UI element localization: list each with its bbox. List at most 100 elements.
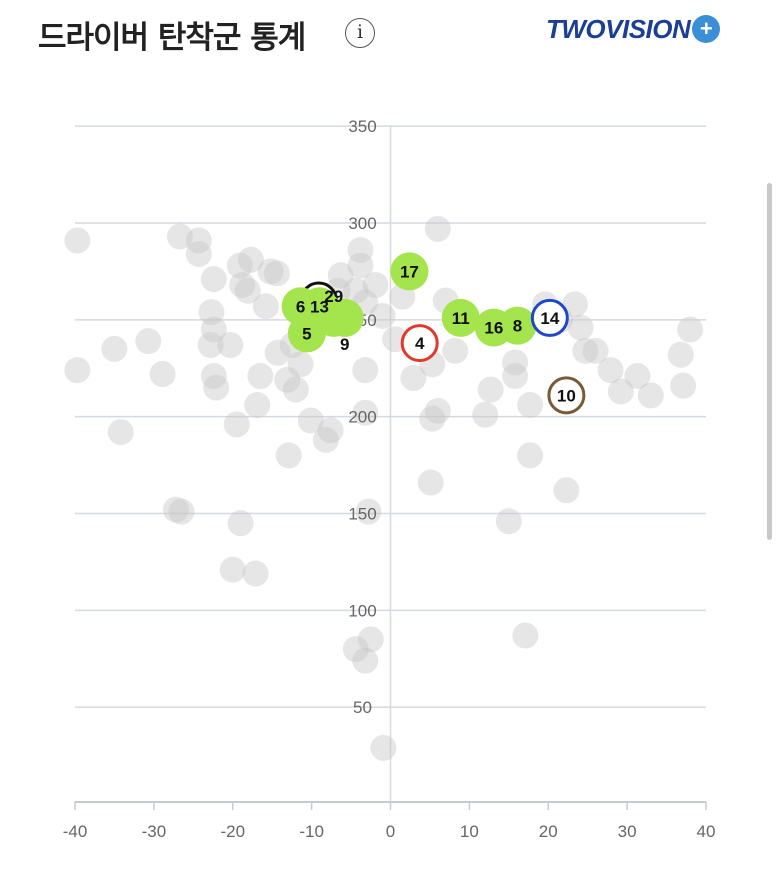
background-shot-point xyxy=(244,392,271,419)
background-shot-point xyxy=(229,271,256,298)
background-shot-point xyxy=(247,362,274,389)
background-shot-point xyxy=(477,376,504,403)
background-shot-point xyxy=(667,341,694,368)
shot-point-label: 4 xyxy=(415,334,425,353)
background-shot-point xyxy=(168,498,195,525)
background-shot-point xyxy=(495,508,522,535)
background-shot-point xyxy=(312,426,339,453)
background-shot-point xyxy=(223,411,250,438)
background-shot-point xyxy=(567,314,594,341)
background-shot-point xyxy=(347,252,374,279)
background-shot-point xyxy=(282,376,309,403)
logo-text: TWOVISION xyxy=(546,13,691,44)
background-shot-point xyxy=(263,260,290,287)
background-shot-point xyxy=(274,366,301,393)
background-shot-point xyxy=(553,477,580,504)
info-icon[interactable]: i xyxy=(345,18,375,48)
background-shot-point xyxy=(502,349,529,376)
shot-point-14 xyxy=(530,298,569,337)
background-shot-point xyxy=(352,647,379,674)
x-tick-label: 0 xyxy=(386,822,395,841)
background-shot-point xyxy=(424,215,451,242)
background-shot-point xyxy=(101,335,128,362)
background-shot-point xyxy=(185,227,212,254)
scrollbar[interactable] xyxy=(767,183,772,540)
background-shot-point xyxy=(352,357,379,384)
background-shot-point xyxy=(200,316,227,343)
background-shot-point xyxy=(517,392,544,419)
background-shot-point xyxy=(252,293,279,320)
background-shot-point xyxy=(582,337,609,364)
x-tick-label: -40 xyxy=(63,822,88,841)
background-shot-point xyxy=(352,399,379,426)
background-shot-point xyxy=(424,397,451,424)
y-tick-label: 150 xyxy=(348,505,376,524)
background-shot-point xyxy=(226,252,253,279)
shot-point-17 xyxy=(390,252,429,291)
shot-point-label: 29 xyxy=(324,287,343,306)
background-shot-point xyxy=(257,258,284,285)
brand-logo: TWOVISION + xyxy=(546,13,721,44)
background-shot-point xyxy=(198,299,225,326)
background-shot-point xyxy=(400,364,427,391)
x-tick-label: -20 xyxy=(220,822,245,841)
background-shot-point xyxy=(342,636,369,663)
shot-point-label: 6 xyxy=(296,297,305,316)
y-tick-label: 50 xyxy=(353,698,372,717)
background-shot-point xyxy=(572,337,599,364)
background-shot-point xyxy=(107,419,134,446)
shot-point-label: 11 xyxy=(452,309,470,328)
x-tick-label: -30 xyxy=(142,822,167,841)
shot-point-label: 14 xyxy=(540,309,559,328)
shot-point-label: 10 xyxy=(557,386,576,405)
shot-point-10 xyxy=(547,376,586,415)
background-shot-point xyxy=(502,362,529,389)
shot-point-8 xyxy=(498,306,537,345)
background-shot-point xyxy=(64,357,91,384)
background-shot-point xyxy=(242,560,269,587)
background-shot-point xyxy=(562,291,589,318)
background-shot-point xyxy=(637,382,664,409)
background-shot-point xyxy=(517,442,544,469)
background-shot-point xyxy=(200,266,227,293)
background-shot-point xyxy=(347,237,374,264)
x-tick-label: -10 xyxy=(299,822,324,841)
background-shot-point xyxy=(624,362,651,389)
background-shot-point xyxy=(197,332,224,359)
background-shot-point xyxy=(419,405,446,432)
shot-point-label: 8 xyxy=(513,317,522,336)
background-shot-point xyxy=(607,378,634,405)
background-shot-point xyxy=(597,357,624,384)
background-shot-point xyxy=(203,374,230,401)
y-tick-label: 350 xyxy=(348,117,376,136)
background-shot-point xyxy=(237,246,264,273)
y-tick-label: 100 xyxy=(348,601,376,620)
background-shot-point xyxy=(362,271,389,298)
background-shot-point xyxy=(355,498,382,525)
background-shot-point xyxy=(135,328,162,355)
shot-point-4 xyxy=(400,324,439,363)
background-shot-point xyxy=(357,626,384,653)
background-shot-point xyxy=(369,302,396,329)
shot-point-label: 17 xyxy=(400,262,419,281)
background-shot-point xyxy=(317,417,344,444)
background-shot-point xyxy=(670,372,697,399)
background-shot-point xyxy=(417,469,444,496)
x-tick-label: 30 xyxy=(618,822,637,841)
shot-point-label: 13 xyxy=(310,297,329,316)
background-shot-point xyxy=(472,401,499,428)
background-shot-point xyxy=(219,556,246,583)
background-shot-point xyxy=(287,351,314,378)
x-tick-label: 20 xyxy=(539,822,558,841)
background-shot-point xyxy=(370,734,397,761)
background-shot-point xyxy=(512,622,539,649)
background-shot-point xyxy=(234,277,261,304)
x-tick-label: 40 xyxy=(697,822,716,841)
background-shot-point xyxy=(264,339,291,366)
shot-point-11 xyxy=(441,298,480,337)
shot-point-9 xyxy=(325,298,364,337)
background-shot-point xyxy=(149,361,176,388)
background-shot-point xyxy=(166,223,193,250)
logo-plus-icon: + xyxy=(692,15,721,43)
